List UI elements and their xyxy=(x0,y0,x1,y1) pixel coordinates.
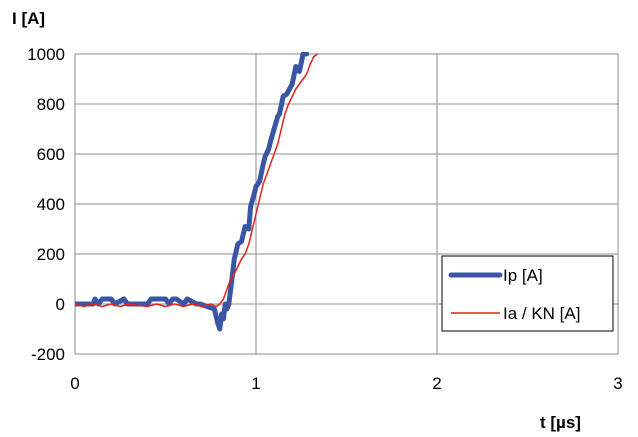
y-axis-title: I [A] xyxy=(12,9,45,28)
y-tick-label: 400 xyxy=(37,195,65,214)
y-tick-label: 200 xyxy=(37,245,65,264)
series-line-ip xyxy=(75,52,310,332)
x-axis-title: t [µs] xyxy=(540,413,581,432)
legend-label-ia: Ia / KN [A] xyxy=(503,304,580,323)
y-tick-label: 600 xyxy=(37,145,65,164)
y-tick-label: -200 xyxy=(31,345,65,364)
x-tick-label: 2 xyxy=(432,374,441,393)
x-tick-label: 1 xyxy=(251,374,260,393)
series-lines xyxy=(75,52,319,332)
legend: Ip [A] Ia / KN [A] xyxy=(441,255,614,332)
y-tick-label: 800 xyxy=(37,95,65,114)
series-line-ia xyxy=(75,53,319,308)
legend-label-ip: Ip [A] xyxy=(503,266,543,285)
tick-labels: -200 0 200 400 600 800 1000 0 1 2 3 xyxy=(27,45,623,393)
y-tick-label: 0 xyxy=(56,295,65,314)
x-tick-label: 3 xyxy=(613,374,622,393)
legend-box xyxy=(441,255,614,332)
x-tick-label: 0 xyxy=(70,374,79,393)
y-tick-label: 1000 xyxy=(27,45,65,64)
